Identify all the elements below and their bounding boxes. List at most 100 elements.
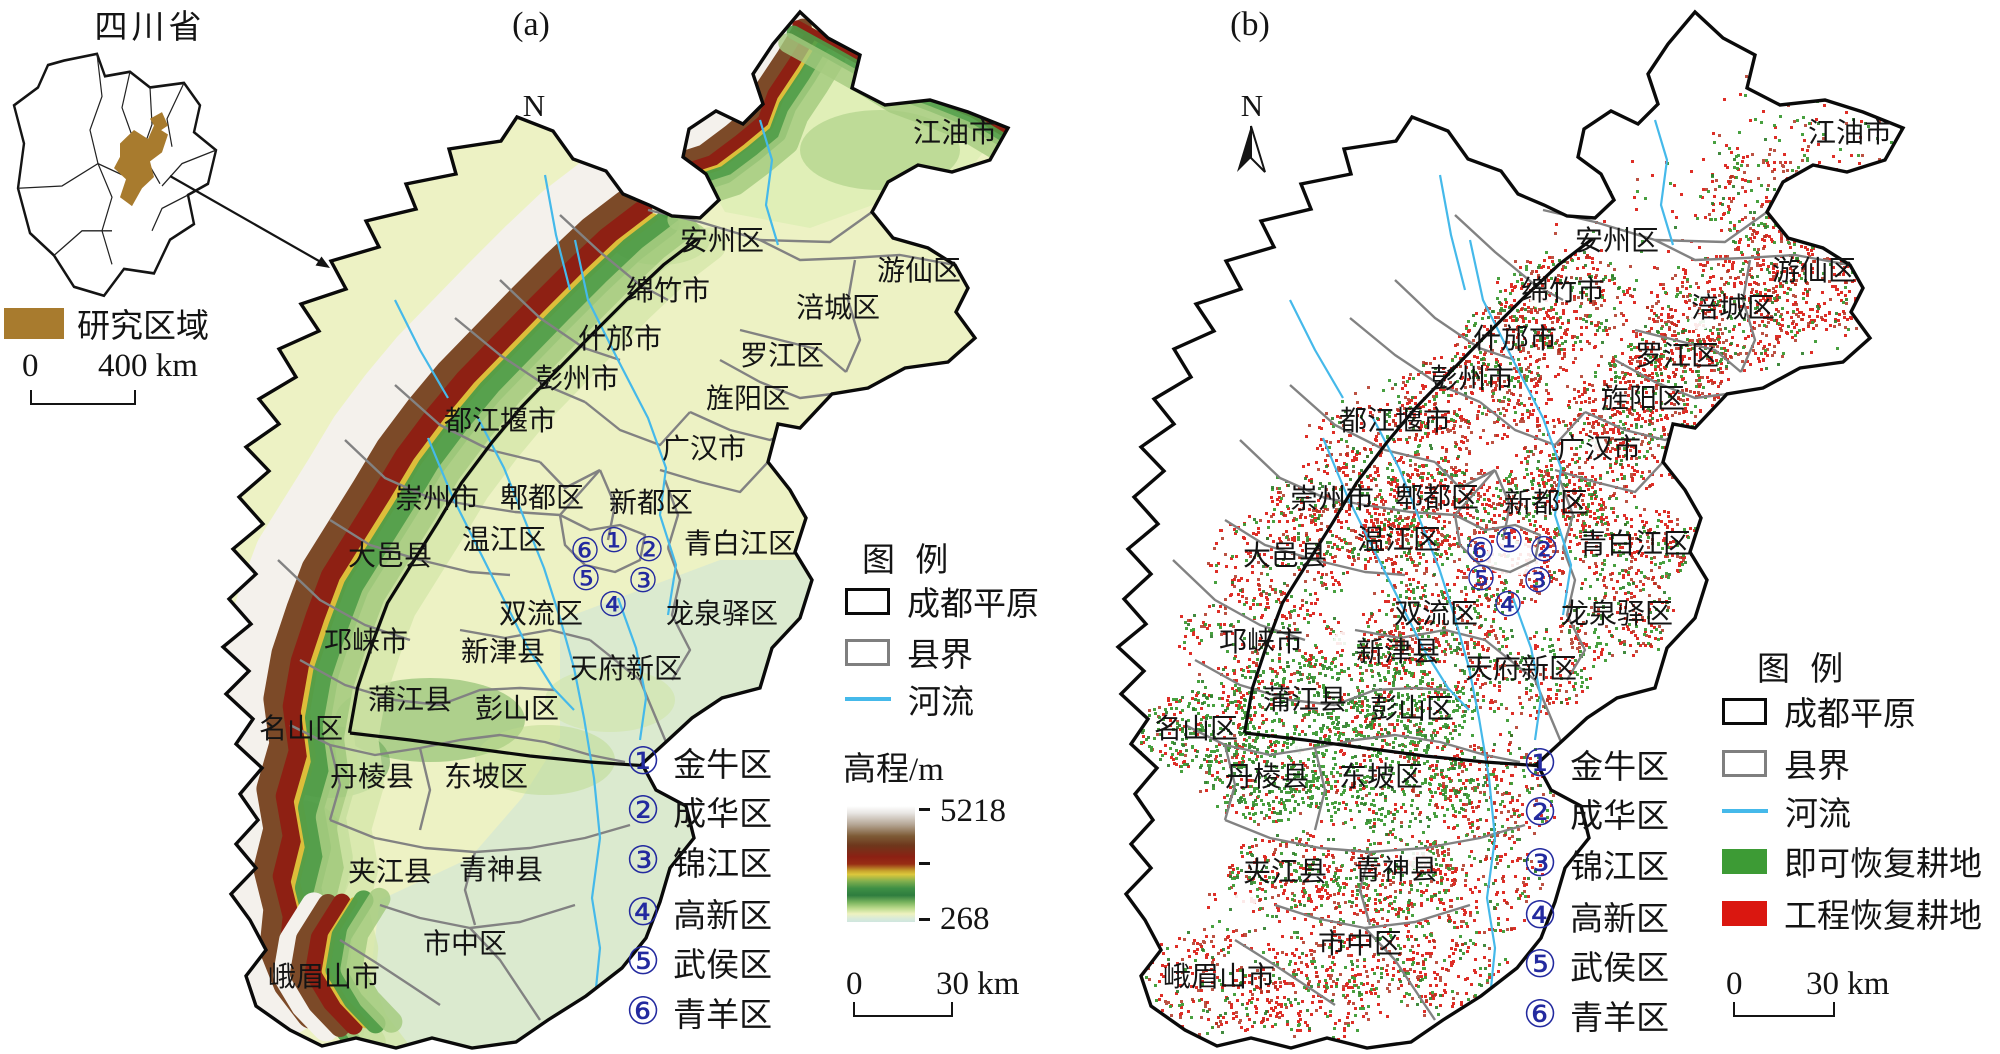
district-label-a: 涪城区 <box>795 293 881 324</box>
panel-a-scalebar <box>853 1002 953 1017</box>
district-label-b: 名山区 <box>1153 714 1239 745</box>
district-label-b: 涪城区 <box>1690 293 1776 324</box>
district-label-b: 夹江县 <box>1242 857 1328 888</box>
panel-b-label: (b) <box>1230 6 1270 43</box>
map-circled-number-b: ⑥ <box>1464 533 1496 570</box>
district-label-a: 东坡区 <box>443 762 529 793</box>
district-label-b: 龙泉驿区 <box>1560 599 1674 630</box>
district-label-a: 罗江区 <box>739 341 825 372</box>
map-circled-number-b: ④ <box>1492 587 1524 624</box>
circled-number: ③ <box>626 840 661 882</box>
numbered-district-row: ④ 高新区 <box>626 889 772 937</box>
circled-number: ④ <box>626 892 661 934</box>
panel-a-north-label: N <box>522 88 546 123</box>
inset-pointer-arrow <box>169 175 327 266</box>
circled-number: ⑤ <box>1523 944 1558 986</box>
district-label-b: 温江区 <box>1356 525 1442 556</box>
study-area-label: 研究区域 <box>77 309 209 345</box>
district-label-b: 天府新区 <box>1464 654 1578 685</box>
district-label-a: 彭州市 <box>534 364 620 395</box>
district-label-a: 绵竹市 <box>625 276 711 307</box>
district-label-b: 峨眉山市 <box>1162 962 1276 993</box>
numbered-district-name: 青羊区 <box>1570 1001 1670 1037</box>
numbered-district-name: 高新区 <box>673 899 773 935</box>
inset-legend: 研究区域 <box>4 299 209 347</box>
map-circled-number-a: ④ <box>597 587 629 624</box>
inset-sichuan-map <box>12 52 218 298</box>
district-label-a: 青白江区 <box>683 529 797 560</box>
numbered-district-name: 成华区 <box>1570 799 1670 835</box>
map-circled-number-b: ② <box>1528 532 1560 569</box>
district-label-b: 游仙区 <box>1771 256 1857 287</box>
district-label-a: 名山区 <box>258 714 344 745</box>
panel-b-scalebar <box>1733 1002 1835 1017</box>
district-label-b: 江油市 <box>1807 118 1893 149</box>
inset-scalebar <box>30 390 136 405</box>
district-label-a: 江油市 <box>912 118 998 149</box>
map-circled-number-a: ⑥ <box>569 533 601 570</box>
numbered-district-row: ① 金牛区 <box>1523 740 1669 788</box>
circled-number: ⑥ <box>1523 994 1558 1036</box>
legend-item-chengdu-plain: 成都平原 <box>845 584 1039 623</box>
panel-b-north-label: N <box>1240 88 1264 123</box>
district-label-b: 大邑县 <box>1242 541 1328 572</box>
numbered-district-row: ⑥ 青羊区 <box>626 988 772 1036</box>
district-label-a: 天府新区 <box>569 654 683 685</box>
map-circled-number-a: ③ <box>627 563 659 600</box>
district-label-b: 广汉市 <box>1556 434 1642 465</box>
colorbar-tick-max <box>919 808 930 811</box>
numbered-district-row: ③ 锦江区 <box>1523 840 1669 888</box>
district-label-a: 峨眉山市 <box>267 962 381 993</box>
numbered-district-name: 金牛区 <box>673 748 773 784</box>
district-label-a: 广汉市 <box>661 434 747 465</box>
district-label-b: 郫都区 <box>1394 483 1480 514</box>
district-label-b: 蒲江县 <box>1262 685 1348 716</box>
map-circled-number-b: ① <box>1493 523 1525 560</box>
elevation-min: 268 <box>940 901 990 937</box>
study-area-swatch <box>4 307 64 339</box>
district-label-b: 罗江区 <box>1634 341 1720 372</box>
north-arrow <box>1237 125 1266 173</box>
legend-label: 县界 <box>907 638 973 674</box>
numbered-district-row: ⑥ 青羊区 <box>1523 991 1669 1039</box>
district-label-a: 双流区 <box>498 599 584 630</box>
panel-b-scalebar-zero: 0 <box>1726 966 1743 1002</box>
legend-label: 河流 <box>908 685 974 721</box>
circled-number: ① <box>626 741 661 783</box>
panel-a-scalebar-zero: 0 <box>846 966 863 1002</box>
district-label-a: 新津县 <box>460 637 546 668</box>
legend-item-river: 河流 <box>1722 794 1851 833</box>
district-label-a: 温江区 <box>461 525 547 556</box>
district-label-b: 丹棱县 <box>1224 762 1310 793</box>
district-label-a: 郫都区 <box>499 483 585 514</box>
district-label-a: 安州区 <box>679 226 765 257</box>
legend-label: 成都平原 <box>907 587 1039 623</box>
river-swatch <box>1722 809 1768 813</box>
inset-scalebar-zero: 0 <box>22 348 39 384</box>
district-label-b: 彭山区 <box>1369 694 1455 725</box>
legend-label: 成都平原 <box>1784 697 1916 733</box>
circled-number: ④ <box>1523 895 1558 937</box>
district-label-a: 邛崃市 <box>323 627 409 658</box>
circled-number: ⑤ <box>626 941 661 983</box>
district-label-a: 什邡市 <box>577 324 663 355</box>
district-label-a: 丹棱县 <box>329 762 415 793</box>
map-circled-number-a: ⑤ <box>570 561 602 598</box>
county-boundary-swatch <box>1722 749 1767 777</box>
district-label-b: 新津县 <box>1355 637 1441 668</box>
numbered-district-row: ① 金牛区 <box>626 738 772 786</box>
district-label-b: 双流区 <box>1393 599 1479 630</box>
district-label-b: 市中区 <box>1317 929 1403 960</box>
circled-number: ③ <box>1523 843 1558 885</box>
elevation-max: 5218 <box>940 793 1006 829</box>
numbered-district-name: 武侯区 <box>1570 951 1670 987</box>
numbered-district-name: 金牛区 <box>1570 750 1670 786</box>
numbered-district-row: ② 成华区 <box>626 787 772 835</box>
numbered-district-row: ③ 锦江区 <box>626 837 772 885</box>
inset-scalebar-end: 400 km <box>98 348 198 384</box>
panel-a-legend-title: 图 例 <box>862 543 955 579</box>
district-label-b: 绵竹市 <box>1520 276 1606 307</box>
district-label-b: 青神县 <box>1353 855 1439 886</box>
district-label-a: 彭山区 <box>474 694 560 725</box>
colorbar-tick-mid <box>919 862 930 865</box>
